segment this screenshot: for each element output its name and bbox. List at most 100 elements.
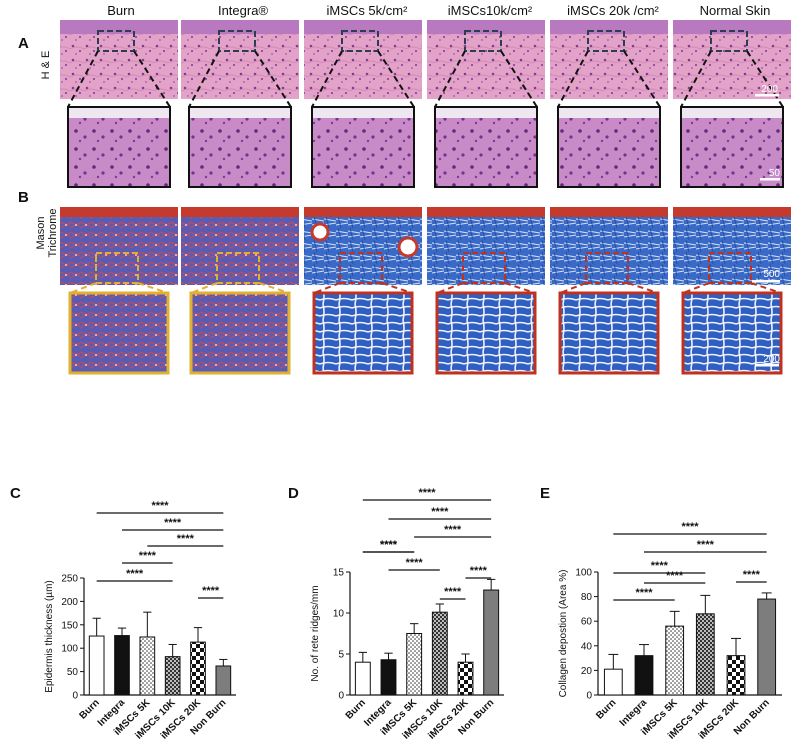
inset-box	[710, 30, 748, 52]
connector-line	[500, 50, 538, 108]
column-header: iMSCs 5k/cm²	[327, 3, 409, 18]
y-tick-label: 0	[338, 691, 344, 702]
connector-line	[504, 282, 536, 294]
inset-box	[464, 30, 502, 52]
scale-label: 200	[763, 354, 780, 365]
he-zoom	[188, 106, 292, 188]
connector-line	[67, 50, 99, 108]
micrograph-panels	[60, 20, 791, 375]
connector-line	[434, 50, 466, 108]
epidermis-band	[181, 207, 299, 217]
connector-line	[188, 50, 220, 108]
y-tick-label: 80	[581, 592, 593, 603]
panel-letter: D	[288, 485, 299, 502]
y-tick-label: 250	[61, 574, 78, 585]
column-header: Integra®	[218, 3, 268, 18]
significance-label: ****	[406, 557, 424, 569]
inset-box	[216, 252, 260, 284]
bar	[726, 655, 746, 696]
connector-line	[557, 50, 589, 108]
connector-line	[190, 282, 218, 294]
trichrome-zoom	[558, 291, 660, 375]
scale-bar	[755, 364, 779, 367]
he-zoom	[67, 106, 171, 188]
he-row-label: H & E	[40, 51, 52, 80]
inset-box	[341, 30, 379, 52]
y-axis-label: No. of rete ridges/mm	[310, 585, 321, 681]
he-zoom	[311, 106, 415, 188]
y-tick-label: 60	[581, 617, 593, 628]
epidermis-band	[60, 207, 178, 217]
significance-label: ****	[651, 560, 669, 572]
connector-line	[750, 282, 782, 294]
significance-label: ****	[431, 506, 449, 518]
panel-letter-b: B	[18, 189, 29, 206]
he-zoom	[434, 106, 538, 188]
bar	[757, 598, 777, 696]
connector-line	[133, 50, 171, 108]
inset-box	[462, 252, 506, 284]
bar	[354, 661, 371, 696]
column-headers: Burn Integra® iMSCs 5k/cm² iMSCs10k/cm² …	[107, 3, 770, 18]
inset-box	[95, 252, 139, 284]
panel-letter: E	[540, 485, 550, 502]
y-tick-label: 100	[61, 644, 78, 655]
he-zoom	[680, 106, 784, 188]
significance-label: ****	[380, 539, 398, 551]
connector-line	[436, 282, 464, 294]
trichrome-zoom	[435, 291, 537, 375]
scale-bar	[752, 280, 780, 283]
epidermis-band	[673, 20, 791, 34]
connector-line	[313, 282, 341, 294]
trichrome-micrograph	[181, 207, 299, 285]
y-tick-label: 0	[586, 691, 592, 702]
trichrome-micrograph	[673, 207, 791, 285]
y-axis-label: Collagen depostion (Area %)	[558, 570, 569, 698]
significance-label: ****	[444, 586, 462, 598]
significance-label: ****	[177, 533, 195, 545]
significance-label: ****	[470, 565, 488, 577]
bar	[406, 633, 423, 696]
connector-line	[311, 50, 343, 108]
panel-letter: C	[10, 485, 21, 502]
connector-line	[137, 282, 169, 294]
connector-line	[682, 282, 710, 294]
chart-c: C 0 50 100 150 200 250 Epidermis thickness (µm)…	[10, 485, 236, 742]
significance-label: ****	[126, 568, 144, 580]
bar	[603, 668, 623, 696]
inset-box	[218, 30, 256, 52]
column-header: Normal Skin	[700, 3, 771, 18]
inset-box	[339, 252, 383, 284]
epidermis-band	[550, 20, 668, 34]
he-zoom	[557, 106, 661, 188]
epidermis-band	[60, 20, 178, 34]
significance-label: ****	[444, 524, 462, 536]
trichrome-micrograph	[550, 207, 668, 285]
bar	[164, 656, 181, 696]
stratum-corneum	[190, 108, 290, 118]
epidermis-band	[550, 207, 668, 217]
bar	[380, 659, 397, 696]
inset-box	[585, 252, 629, 284]
stratum-corneum	[682, 108, 782, 118]
trichrome-zoom	[189, 291, 291, 375]
inset-box	[587, 30, 625, 52]
connector-line	[377, 50, 415, 108]
bar	[665, 625, 685, 696]
x-tick-label: Burn	[594, 697, 618, 721]
significance-label: ****	[681, 521, 699, 533]
significance-label: ****	[380, 539, 398, 551]
significance-label: ****	[635, 587, 653, 599]
y-tick-label: 150	[61, 620, 78, 631]
bar	[114, 635, 130, 696]
bar	[88, 635, 105, 696]
epidermis-band	[304, 20, 422, 34]
bar	[190, 641, 206, 696]
trichrome-zoom	[681, 291, 783, 375]
connector-line	[627, 282, 659, 294]
bar	[457, 661, 474, 696]
y-axis-label: Epidermis thickness (µm)	[44, 580, 55, 692]
chart-e: E 0 20 40 60 80 100 Collagen depostion (Area %)…	[540, 485, 782, 742]
